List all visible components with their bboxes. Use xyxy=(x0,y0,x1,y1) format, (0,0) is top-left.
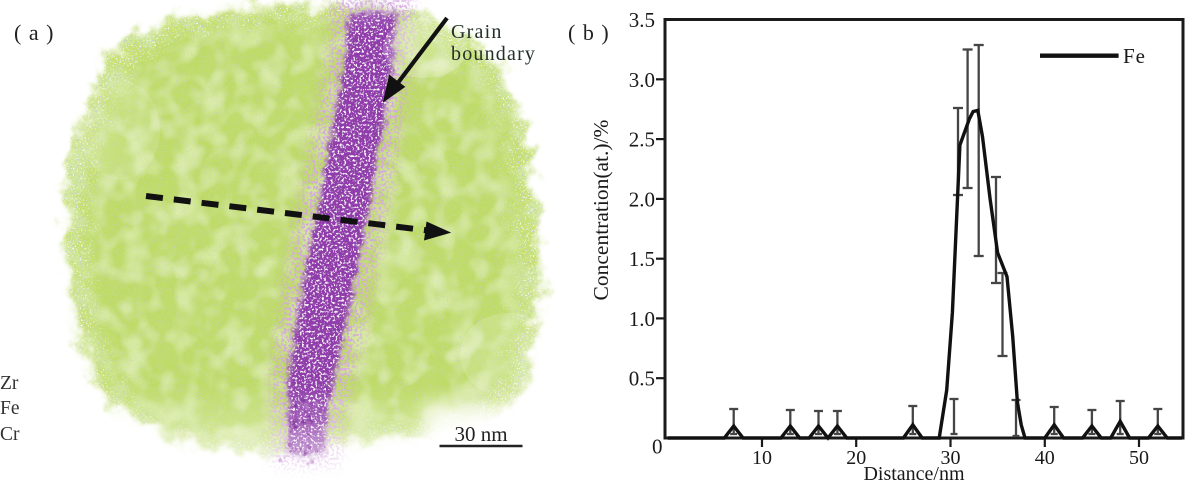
svg-text:3.0: 3.0 xyxy=(629,68,655,92)
svg-text:( a ): ( a ) xyxy=(14,20,54,45)
svg-text:10: 10 xyxy=(752,447,772,469)
svg-text:40: 40 xyxy=(1035,447,1055,469)
svg-text:20: 20 xyxy=(846,447,866,469)
svg-text:30: 30 xyxy=(941,447,961,469)
svg-text:Distance/nm: Distance/nm xyxy=(863,463,965,485)
svg-text:Cr: Cr xyxy=(0,424,20,445)
svg-text:0.5: 0.5 xyxy=(629,367,655,391)
svg-text:1.5: 1.5 xyxy=(629,247,655,271)
svg-text:Fe: Fe xyxy=(1123,44,1146,68)
svg-text:2.0: 2.0 xyxy=(629,187,655,211)
svg-text:Fe: Fe xyxy=(0,398,20,419)
svg-text:0: 0 xyxy=(652,435,663,459)
svg-text:Concentration(at.)/%: Concentration(at.)/% xyxy=(589,119,613,300)
svg-text:1.0: 1.0 xyxy=(629,307,655,331)
svg-text:2.5: 2.5 xyxy=(629,128,655,152)
svg-text:Zr: Zr xyxy=(0,373,19,394)
svg-text:30 nm: 30 nm xyxy=(454,422,507,446)
svg-text:Grain: Grain xyxy=(451,21,503,43)
svg-text:3.5: 3.5 xyxy=(629,8,655,32)
svg-text:( b ): ( b ) xyxy=(568,20,610,45)
svg-text:boundary: boundary xyxy=(451,43,536,65)
svg-text:50: 50 xyxy=(1129,447,1149,469)
